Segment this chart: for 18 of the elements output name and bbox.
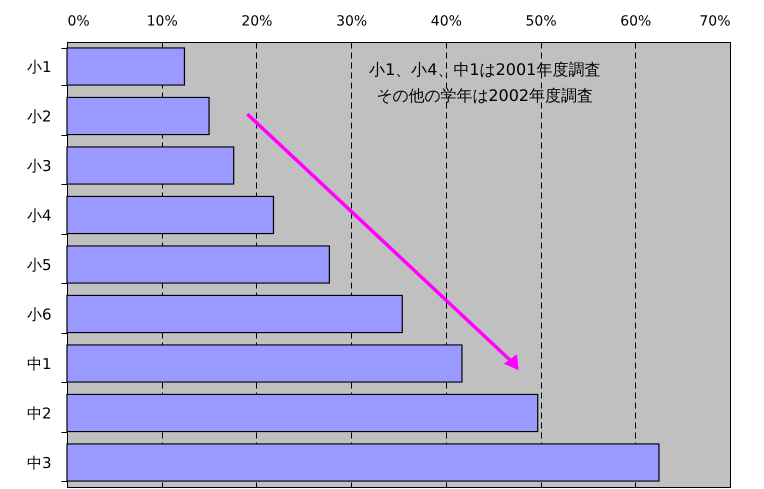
x-tick-label: 50%	[526, 14, 557, 30]
x-tick-label: 0%	[68, 14, 90, 30]
x-tick-label: 70%	[699, 14, 730, 30]
x-tick-label: 60%	[620, 14, 652, 30]
y-tick-label: 中3	[26, 454, 52, 472]
x-tick-label: 40%	[430, 14, 462, 30]
x-tick-label: 20%	[241, 14, 272, 30]
x-tick-label: 10%	[146, 14, 178, 30]
x-tick-label: 30%	[336, 14, 368, 30]
y-tick-label: 中1	[26, 355, 52, 373]
y-tick-label: 小6	[26, 306, 52, 324]
y-tick-label: 小4	[26, 206, 52, 224]
y-tick-label: 中2	[26, 404, 52, 422]
y-tick-label: 小3	[26, 157, 52, 175]
y-tick-label: 小1	[26, 58, 52, 76]
y-tick-label: 小5	[26, 256, 52, 274]
y-tick-label: 小2	[26, 108, 52, 126]
annotation: その他の学年は2002年度調査	[376, 86, 594, 105]
